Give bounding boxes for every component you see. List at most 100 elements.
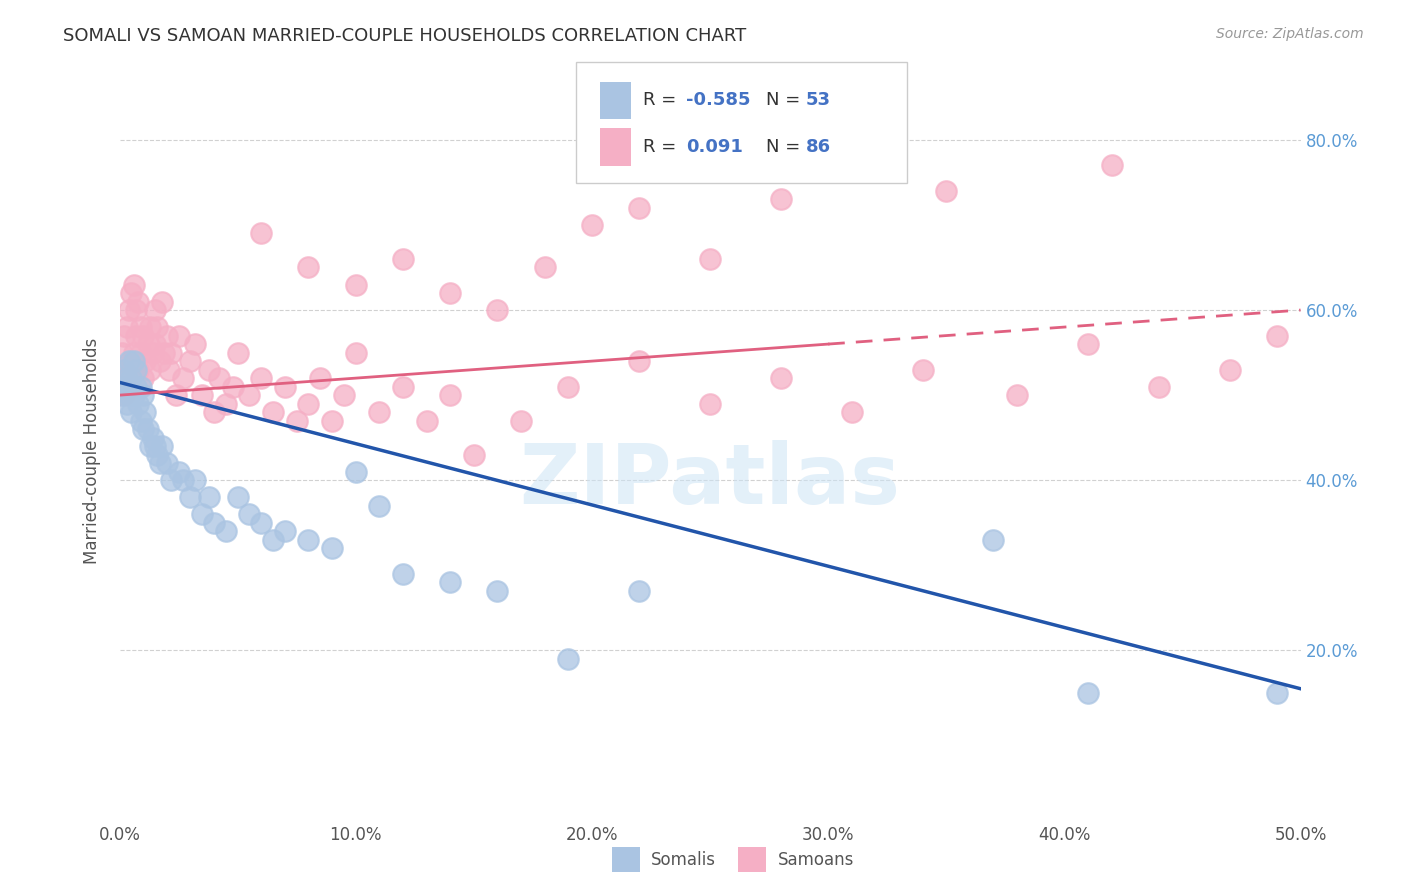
Point bbox=[132, 328, 155, 343]
Point bbox=[392, 379, 415, 393]
Y-axis label: Married-couple Households: Married-couple Households bbox=[83, 337, 101, 564]
Point bbox=[156, 328, 179, 343]
Point bbox=[1147, 379, 1170, 393]
Point bbox=[1219, 362, 1241, 376]
Point bbox=[250, 227, 273, 241]
Point bbox=[129, 414, 152, 428]
Point bbox=[557, 652, 579, 666]
Point bbox=[1077, 686, 1099, 700]
Point bbox=[118, 388, 141, 402]
Point bbox=[628, 201, 651, 215]
Point bbox=[1265, 686, 1288, 700]
Point bbox=[139, 439, 162, 453]
Point bbox=[136, 422, 159, 436]
Point bbox=[911, 362, 934, 376]
Point bbox=[1265, 328, 1288, 343]
Point bbox=[439, 575, 461, 590]
Point bbox=[769, 371, 792, 385]
Text: -0.585: -0.585 bbox=[686, 91, 751, 110]
Point bbox=[983, 533, 1005, 547]
Point bbox=[628, 583, 651, 598]
Point bbox=[581, 218, 603, 232]
Point bbox=[841, 405, 863, 419]
Point bbox=[127, 397, 149, 411]
Point bbox=[226, 490, 249, 504]
Point bbox=[333, 388, 356, 402]
Point bbox=[184, 473, 207, 487]
Point bbox=[439, 286, 461, 301]
Point bbox=[935, 184, 957, 198]
Point bbox=[118, 379, 141, 393]
Text: ZIPatlas: ZIPatlas bbox=[520, 440, 900, 521]
Point bbox=[120, 286, 142, 301]
Point bbox=[344, 345, 367, 359]
Point bbox=[392, 252, 415, 266]
Point bbox=[392, 566, 415, 581]
Text: 0.091: 0.091 bbox=[686, 138, 742, 156]
Point bbox=[202, 405, 225, 419]
Point bbox=[439, 388, 461, 402]
Point bbox=[143, 439, 166, 453]
Text: N =: N = bbox=[766, 138, 806, 156]
Point bbox=[699, 397, 721, 411]
Point bbox=[415, 414, 437, 428]
Point bbox=[129, 379, 152, 393]
Point bbox=[191, 388, 214, 402]
Point bbox=[160, 473, 183, 487]
Point bbox=[139, 320, 162, 334]
Point bbox=[156, 456, 179, 470]
Point bbox=[112, 379, 135, 393]
Point bbox=[533, 260, 555, 275]
Point bbox=[226, 345, 249, 359]
Text: Source: ZipAtlas.com: Source: ZipAtlas.com bbox=[1216, 27, 1364, 41]
Point bbox=[143, 337, 166, 351]
Point bbox=[309, 371, 332, 385]
Text: 86: 86 bbox=[806, 138, 831, 156]
Point bbox=[146, 320, 169, 334]
Point bbox=[510, 414, 533, 428]
Point bbox=[120, 405, 142, 419]
Point bbox=[1101, 158, 1123, 172]
Point bbox=[115, 362, 138, 376]
Text: Somalis: Somalis bbox=[651, 851, 716, 869]
Point bbox=[115, 397, 138, 411]
Point bbox=[344, 277, 367, 292]
Point bbox=[127, 362, 149, 376]
Point bbox=[134, 405, 156, 419]
Point bbox=[769, 193, 792, 207]
Point bbox=[167, 328, 190, 343]
Point bbox=[486, 583, 509, 598]
Point bbox=[699, 252, 721, 266]
Point bbox=[122, 277, 145, 292]
Point bbox=[132, 388, 155, 402]
Point bbox=[172, 473, 194, 487]
Point bbox=[150, 439, 173, 453]
Point bbox=[112, 388, 135, 402]
Point bbox=[112, 328, 135, 343]
Point bbox=[250, 516, 273, 530]
Text: N =: N = bbox=[766, 91, 806, 110]
Point bbox=[125, 362, 148, 376]
Point bbox=[238, 508, 260, 522]
Point bbox=[321, 541, 343, 556]
Point bbox=[160, 345, 183, 359]
Point bbox=[118, 354, 141, 368]
Point bbox=[165, 388, 187, 402]
Point bbox=[143, 303, 166, 318]
Text: SOMALI VS SAMOAN MARRIED-COUPLE HOUSEHOLDS CORRELATION CHART: SOMALI VS SAMOAN MARRIED-COUPLE HOUSEHOL… bbox=[63, 27, 747, 45]
Point bbox=[125, 303, 148, 318]
Point bbox=[368, 405, 391, 419]
Point bbox=[198, 362, 221, 376]
Point bbox=[139, 362, 162, 376]
Point bbox=[153, 345, 176, 359]
Point bbox=[557, 379, 579, 393]
Point bbox=[202, 516, 225, 530]
Point bbox=[142, 345, 165, 359]
Point bbox=[215, 524, 238, 539]
Point bbox=[274, 379, 297, 393]
Point bbox=[150, 294, 173, 309]
Point bbox=[486, 303, 509, 318]
Point bbox=[215, 397, 238, 411]
Point bbox=[179, 490, 201, 504]
Point bbox=[297, 260, 319, 275]
